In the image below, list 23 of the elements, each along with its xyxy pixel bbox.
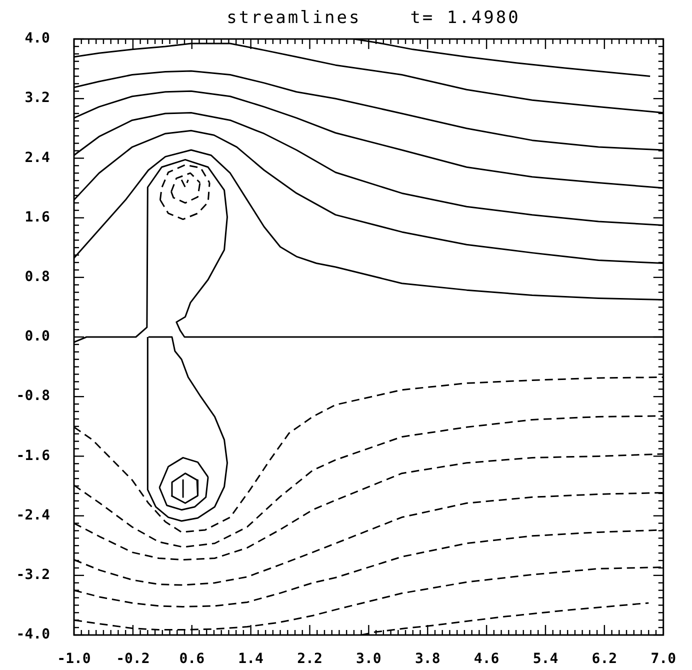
y-tick-label: 3.2 — [24, 90, 50, 106]
x-tick-label: -0.2 — [116, 651, 150, 668]
y-tick-label: -0.8 — [16, 388, 50, 404]
y-tick-label: -3.2 — [16, 567, 50, 584]
x-tick-label: 5.4 — [532, 651, 558, 668]
y-tick-label: 4.0 — [24, 30, 50, 47]
x-tick-label: 3.0 — [356, 651, 382, 668]
x-tick-label: 6.2 — [592, 651, 618, 668]
y-tick-label: 2.4 — [24, 150, 50, 166]
x-tick-label: 2.2 — [297, 651, 322, 668]
y-tick-label: 0.0 — [24, 328, 50, 345]
y-tick-label: -1.6 — [16, 448, 50, 464]
chart-title: streamlines t= 1.4980 — [226, 8, 522, 29]
x-tick-label: -1.0 — [57, 651, 91, 668]
x-tick-label: 7.0 — [650, 651, 676, 668]
y-tick-label: 0.8 — [24, 269, 50, 286]
x-tick-label: 4.6 — [474, 651, 500, 668]
y-tick-label: -4.0 — [16, 626, 50, 643]
x-tick-label: 1.4 — [238, 651, 264, 668]
y-tick-label: 1.6 — [24, 209, 50, 226]
x-tick-label: 0.6 — [179, 651, 205, 668]
x-tick-label: 3.8 — [414, 651, 440, 668]
y-tick-label: -2.4 — [16, 507, 50, 524]
